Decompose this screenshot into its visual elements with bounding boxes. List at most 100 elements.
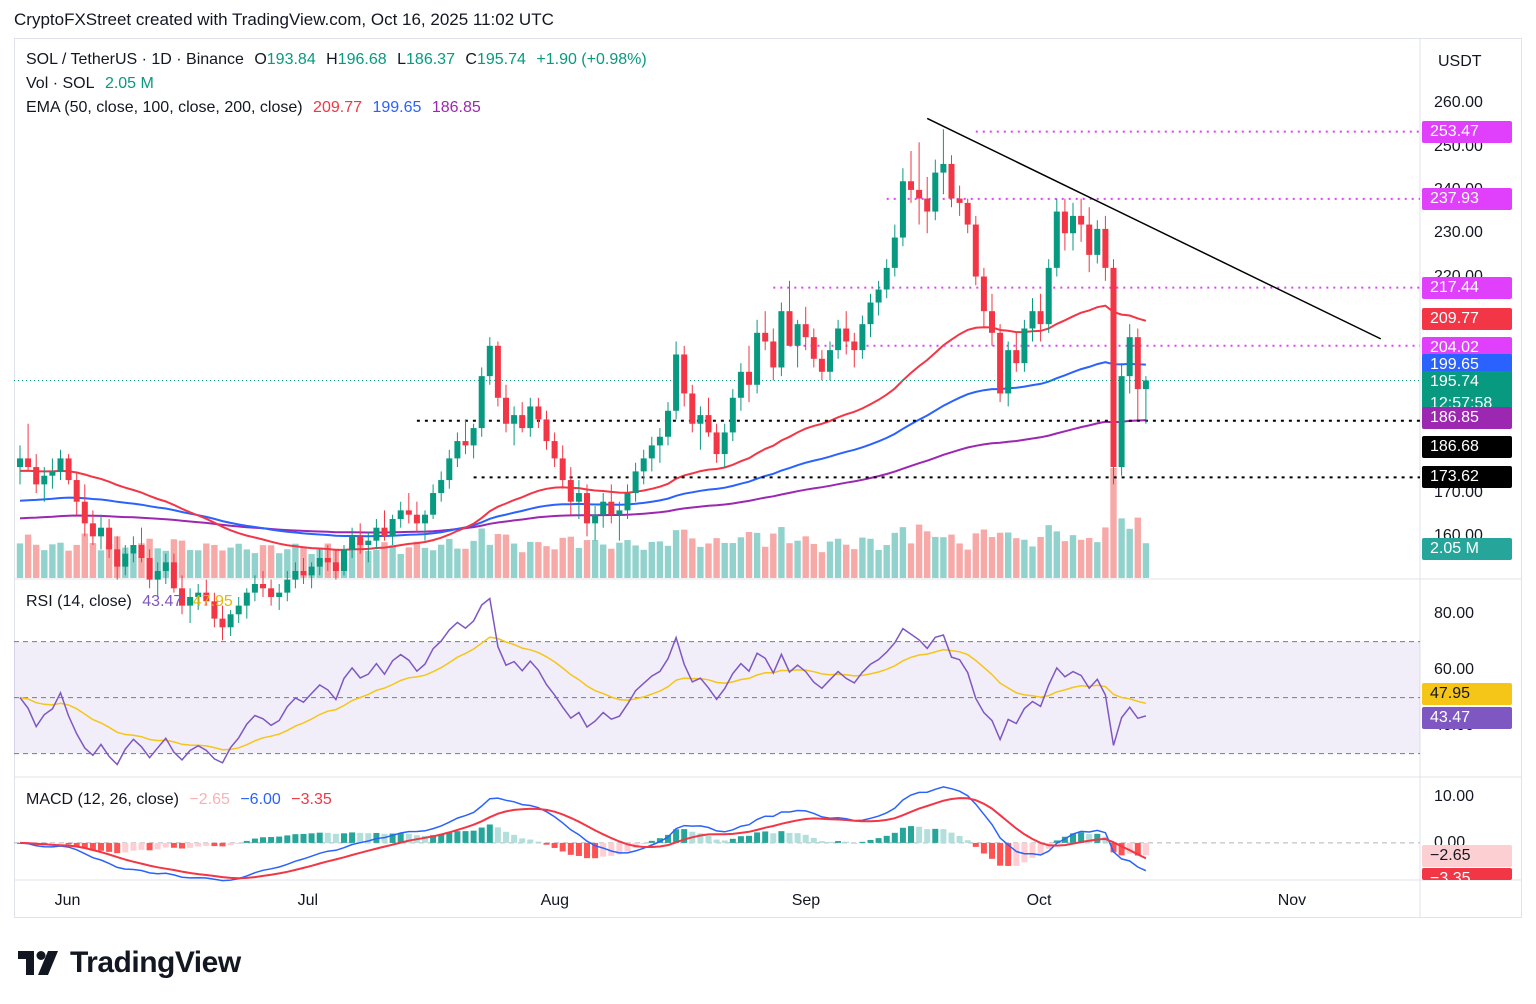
rsi-label[interactable]: RSI (14, close)	[26, 593, 132, 610]
candle-body	[584, 493, 590, 524]
volume-bar	[980, 529, 988, 578]
candle-body	[470, 428, 477, 446]
volume-bar	[446, 538, 453, 578]
macd-histogram-bar	[1037, 842, 1044, 856]
volume-bar	[770, 533, 777, 578]
volume-bar	[1013, 538, 1020, 578]
volume-bar	[1029, 546, 1036, 578]
macd-label[interactable]: MACD (12, 26, close)	[26, 791, 179, 808]
macd-histogram-bar	[81, 842, 88, 849]
macd-histogram-bar	[1053, 840, 1060, 843]
macd-histogram-bar	[859, 841, 866, 843]
candle-body	[575, 493, 582, 502]
volume-bar	[559, 537, 566, 578]
volume-bar	[932, 536, 939, 578]
macd-histogram-bar	[1126, 842, 1133, 854]
volume-bar	[195, 550, 202, 578]
candle-body	[689, 393, 696, 424]
macd-histogram-bar	[778, 831, 785, 843]
macd-histogram-bar	[827, 841, 833, 843]
candle-body	[154, 570, 161, 580]
macd-histogram-bar	[316, 832, 323, 843]
volume-bar	[405, 547, 412, 578]
currency-label[interactable]: USDT	[1438, 53, 1482, 70]
macd-histogram-bar	[430, 835, 437, 843]
volume-bar	[786, 543, 793, 578]
candle-body	[802, 324, 809, 338]
macd-histogram-bar	[227, 842, 234, 846]
candle-body	[1029, 311, 1036, 329]
volume-bar	[438, 544, 445, 578]
rsi-tag: 43.47	[1422, 707, 1512, 729]
volume-bar	[235, 543, 242, 578]
volume-bar	[656, 541, 664, 578]
symbol-label[interactable]: SOL / TetherUS · 1D · Binance	[26, 51, 244, 68]
candle-body	[41, 475, 48, 485]
macd-histogram-bar	[98, 842, 104, 851]
macd-histogram-bar	[162, 842, 169, 848]
candle-body	[519, 415, 526, 429]
volume-bar	[834, 538, 842, 578]
macd-histogram-bar	[762, 831, 769, 843]
high-label: H	[326, 51, 338, 68]
candle-body	[875, 289, 882, 303]
candle-body	[268, 588, 275, 597]
volume-bar	[1142, 543, 1150, 578]
macd-histogram-bar	[924, 829, 931, 843]
macd-tag: −2.65	[1422, 845, 1512, 867]
macd-signal-value: −3.35	[291, 791, 332, 808]
macd-histogram-bar	[130, 842, 137, 851]
candle-body	[1021, 328, 1028, 364]
ema-label[interactable]: EMA (50, close, 100, close, 200, close)	[26, 99, 303, 116]
time-tick-label: Sep	[791, 892, 821, 909]
macd-histogram-bar	[170, 842, 177, 848]
volume-bar	[73, 544, 80, 578]
volume-bar	[851, 549, 858, 578]
ema50-line	[19, 304, 1147, 551]
volume-bar	[24, 534, 32, 578]
macd-histogram-bar	[187, 842, 194, 848]
candle-body	[794, 324, 801, 346]
candle-body	[746, 371, 752, 385]
candle-body	[260, 583, 266, 589]
macd-histogram-bar	[665, 834, 671, 843]
macd-histogram-bar	[624, 842, 631, 852]
macd-histogram-bar	[899, 827, 906, 843]
macd-histogram-bar	[754, 832, 761, 843]
volume-bar	[203, 543, 210, 578]
candle-body	[324, 558, 331, 563]
macd-hist-value: −2.65	[189, 791, 230, 808]
macd-histogram-bar	[867, 839, 874, 843]
macd-histogram-bar	[284, 835, 291, 843]
candle-body	[827, 350, 833, 372]
chart-credit: CryptoFXStreet created with TradingView.…	[14, 10, 554, 29]
volume-bar	[470, 540, 477, 578]
volume-bar	[721, 542, 728, 578]
volume-bar	[243, 549, 250, 578]
macd-histogram-bar	[300, 833, 307, 843]
volume-bar	[648, 541, 655, 578]
macd-histogram-bar	[713, 839, 720, 843]
price-tag: 199.65	[1422, 353, 1512, 376]
volume-bar	[996, 532, 1004, 578]
price-tag: 217.44	[1422, 276, 1512, 299]
candle-body	[219, 618, 226, 628]
macd-histogram-bar	[154, 842, 161, 850]
volume-value: 2.05 M	[104, 75, 154, 92]
volume-label[interactable]: Vol · SOL	[26, 75, 95, 92]
candle-body	[1142, 380, 1149, 390]
candle-body	[656, 436, 663, 446]
macd-histogram-bar	[381, 833, 388, 843]
candle-body	[308, 566, 315, 576]
candle-body	[835, 328, 842, 351]
candle-body	[332, 562, 339, 571]
macd-histogram-bar	[559, 842, 566, 852]
candle-body	[357, 536, 364, 546]
volume-bar	[381, 542, 388, 578]
volume-bar	[915, 524, 923, 578]
candle-body	[908, 181, 914, 190]
volume-bar	[389, 545, 396, 578]
candle-body	[422, 514, 428, 524]
macd-histogram-bar	[308, 833, 315, 843]
